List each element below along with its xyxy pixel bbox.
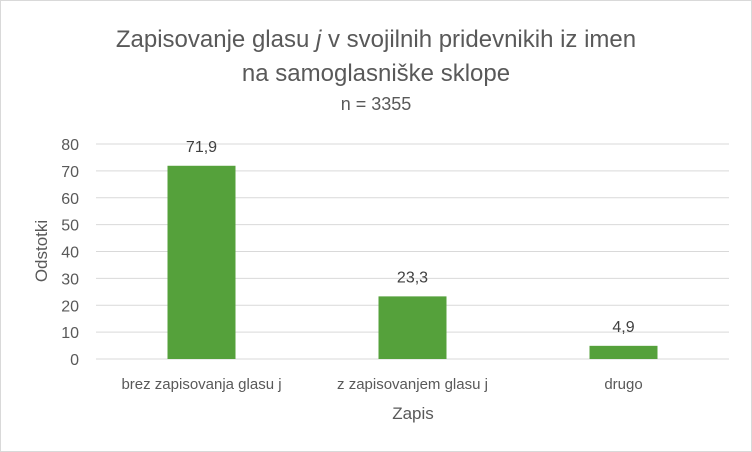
data-labels: 71,9 23,3 4,9 [186,139,635,336]
x-category-label: brez zapisovanja glasu j [121,376,281,393]
x-axis-categories: brez zapisovanja glasu j z zapisovanjem g… [121,376,642,393]
y-tick-label: 50 [61,218,79,235]
x-category-label: drugo [604,376,642,393]
y-tick-label: 80 [61,137,79,154]
y-tick-label: 60 [61,191,79,208]
bar-value-label: 23,3 [397,269,428,286]
y-tick-label: 30 [61,271,79,288]
bar [589,345,658,359]
bar-value-label: 71,9 [186,139,217,156]
y-tick-label: 0 [70,352,79,369]
y-tick-label: 40 [61,245,79,262]
bars [167,165,658,359]
bar-value-label: 4,9 [612,319,634,336]
y-tick-label: 70 [61,164,79,181]
y-axis-ticks: 0 10 20 30 40 50 60 70 80 [61,137,79,369]
chart-title-line-2: na samoglasniške sklope [242,60,510,87]
x-axis-title: Zapis [392,404,434,423]
y-tick-label: 20 [61,298,79,315]
bar [378,296,447,359]
y-axis-title: Odstotki [32,220,51,282]
y-tick-label: 10 [61,325,79,342]
bar [167,165,236,359]
chart-subtitle: n = 3355 [341,94,412,114]
chart-title-line-1: Zapisovanje glasu j v svojilnih pridevni… [116,26,636,53]
x-category-label: z zapisovanjem glasu j [337,376,488,393]
